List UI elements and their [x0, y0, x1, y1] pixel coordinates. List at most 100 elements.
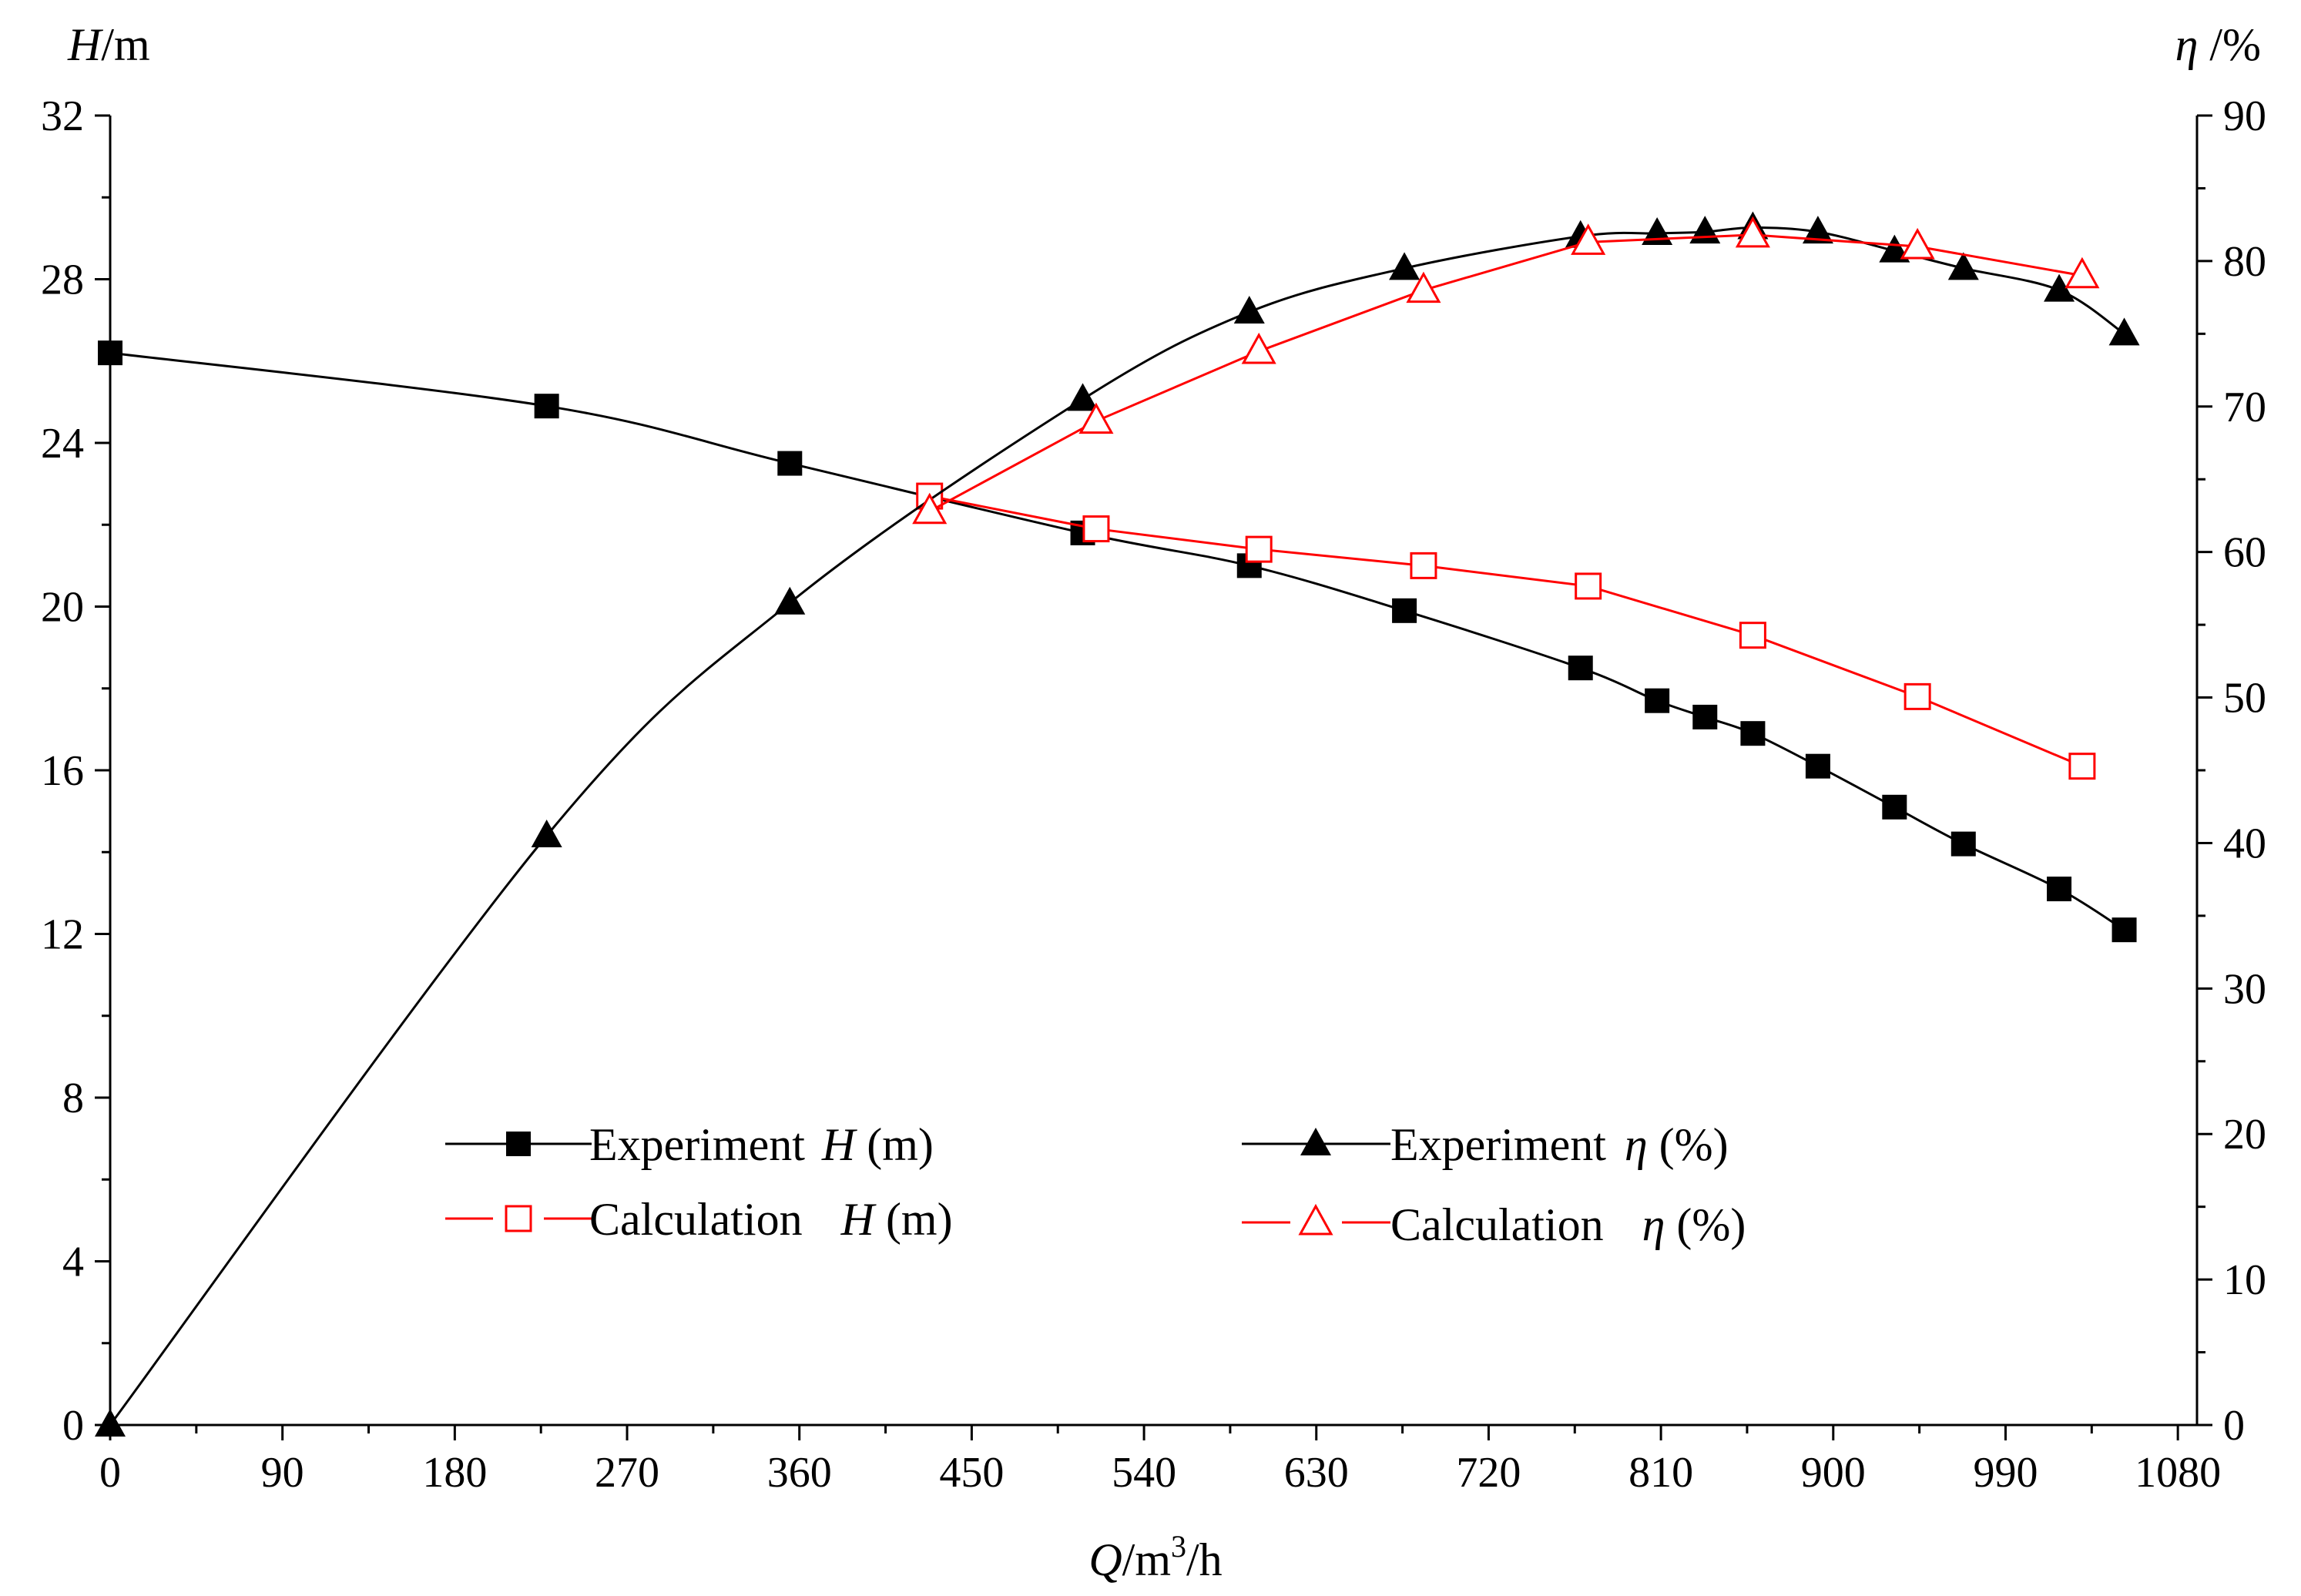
- legend: Experiment H (m) Calculation H (m) Experim…: [445, 1119, 1746, 1250]
- x-tick-label: 720: [1456, 1449, 1521, 1497]
- x-axis-title-tail: /h: [1186, 1534, 1223, 1585]
- data-point-experiment-h-m: [777, 451, 803, 476]
- y-right-tick-label: 10: [2223, 1256, 2266, 1304]
- data-point-experiment-h-m: [1392, 598, 1417, 623]
- legend-item-experiment-h: Experiment H (m): [445, 1119, 934, 1170]
- legend-label-experiment-h-var: H: [821, 1119, 858, 1170]
- y-left-tick-label: 32: [41, 92, 84, 140]
- data-point-calculation: [1406, 271, 1441, 303]
- data-point-experiment-h-m: [1692, 704, 1718, 729]
- data-point-experiment-h-m: [1805, 753, 1830, 779]
- data-point-experiment-h-m: [98, 340, 122, 366]
- legend-marker-calculation-h: [505, 1205, 532, 1232]
- legend-marker-experiment-h: [506, 1132, 531, 1156]
- series-line-experiment: [109, 226, 2125, 1426]
- series-calculation: [912, 216, 2100, 525]
- x-tick-label: 450: [939, 1449, 1004, 1497]
- legend-label-calculation-eta-var: η: [1642, 1199, 1665, 1250]
- data-point-experiment: [95, 1409, 126, 1437]
- y-left-tick-label: 8: [62, 1075, 84, 1122]
- legend-label-experiment-eta: Experiment η (%): [1390, 1119, 1729, 1170]
- series-experiment-h-m: [98, 340, 2137, 943]
- legend-label-experiment-h-main: Experiment: [589, 1119, 805, 1170]
- data-point-experiment-h-m: [534, 394, 559, 419]
- series-line-calculation-h-m: [929, 495, 2083, 768]
- data-point-experiment: [1947, 252, 1979, 280]
- series-layer: [95, 211, 2140, 1437]
- legend-label-calculation-eta-main: Calculation: [1390, 1199, 1604, 1250]
- data-point-experiment: [1389, 252, 1421, 280]
- legend-item-calculation-eta: Calculation η (%): [1242, 1199, 1746, 1250]
- data-point-experiment: [1067, 383, 1099, 411]
- legend-label-calculation-h-var: H: [840, 1194, 877, 1245]
- data-point-experiment-h-m: [1882, 794, 1907, 820]
- legend-label-calculation-h-main: Calculation: [589, 1194, 803, 1245]
- x-tick-label: 810: [1628, 1449, 1693, 1497]
- y-right-axis-title: η /%: [2175, 19, 2261, 70]
- data-point-calculation: [1241, 332, 1276, 364]
- y-right-tick-label: 90: [2223, 92, 2266, 140]
- data-point-experiment: [1802, 216, 1833, 244]
- y-left-tick-label: 28: [41, 256, 84, 304]
- legend-label-experiment-eta-unit: (%): [1648, 1119, 1729, 1170]
- x-axis-title-sup: 3: [1171, 1529, 1186, 1564]
- y-right-tick-label: 80: [2223, 238, 2266, 286]
- plot-frame: [109, 116, 2199, 1427]
- data-point-experiment: [1689, 216, 1721, 244]
- y-left-tick-label: 20: [41, 584, 84, 632]
- legend-label-experiment-h: Experiment H (m): [589, 1119, 934, 1170]
- y-left-tick-label: 16: [41, 747, 84, 795]
- y-left-axis-title-unit: /m: [101, 19, 149, 70]
- legend-label-calculation-eta-unit: (%): [1665, 1199, 1746, 1250]
- data-point-calculation: [1735, 216, 1770, 248]
- y-left-axis-title-var: H: [67, 19, 104, 70]
- data-point-calculation-h-m: [1410, 552, 1437, 579]
- data-point-experiment-h-m: [1568, 656, 1593, 681]
- y-left-tick-label: 24: [41, 420, 84, 468]
- x-tick-label: 900: [1801, 1449, 1866, 1497]
- legend-label-experiment-eta-var: η: [1625, 1119, 1648, 1170]
- x-tick-label: 180: [422, 1449, 487, 1497]
- x-tick-label: 270: [595, 1449, 659, 1497]
- x-tick-label: 90: [261, 1449, 304, 1497]
- legend-label-experiment-eta-main: Experiment: [1390, 1119, 1606, 1170]
- data-point-experiment-h-m: [1645, 688, 1670, 713]
- x-axis-ticks: 0 90 180 270 360 450 540 630 720 810 900 990 1080: [99, 1425, 2221, 1497]
- legend-label-experiment-h-unit: (m): [855, 1119, 934, 1170]
- legend-marker-experiment-eta: [1300, 1128, 1331, 1155]
- data-point-calculation: [1571, 223, 1606, 255]
- data-point-calculation-h-m: [1245, 535, 1273, 563]
- y-right-tick-label: 40: [2223, 820, 2266, 867]
- data-point-experiment-h-m: [2111, 917, 2137, 943]
- x-axis-title-unit: /m: [1122, 1534, 1171, 1585]
- data-point-calculation-h-m: [1739, 622, 1766, 649]
- data-point-experiment: [774, 586, 806, 615]
- data-point-calculation: [1900, 227, 1935, 260]
- data-point-experiment: [531, 820, 562, 847]
- y-left-axis-title: H/m: [67, 19, 150, 70]
- data-point-calculation: [2065, 256, 2100, 289]
- y-right-axis-ticks: 0 10 20 30 40 50 60 70 80 90: [2197, 92, 2266, 1450]
- data-point-experiment: [2044, 273, 2075, 302]
- data-point-calculation-h-m: [2068, 753, 2096, 780]
- x-tick-label: 630: [1284, 1449, 1349, 1497]
- series-calculation-h-m: [916, 482, 2096, 780]
- x-axis-title: Q/m3/h: [1088, 1529, 1222, 1585]
- series-experiment: [95, 211, 2140, 1437]
- data-point-experiment-h-m: [2047, 877, 2072, 902]
- data-point-calculation: [912, 492, 948, 525]
- y-left-tick-label: 0: [62, 1402, 84, 1450]
- legend-label-calculation-eta: Calculation η (%): [1390, 1199, 1746, 1250]
- x-tick-label: 0: [99, 1449, 121, 1497]
- y-left-tick-label: 4: [62, 1239, 84, 1286]
- data-point-experiment-h-m: [1950, 831, 1976, 857]
- data-point-experiment: [1233, 296, 1265, 324]
- x-tick-label: 990: [1973, 1449, 2038, 1497]
- y-left-tick-label: 12: [41, 911, 84, 959]
- x-tick-label: 1080: [2135, 1449, 2221, 1497]
- y-right-tick-label: 30: [2223, 965, 2266, 1013]
- x-tick-label: 540: [1112, 1449, 1176, 1497]
- data-point-calculation-h-m: [1575, 572, 1602, 600]
- x-tick-label: 360: [767, 1449, 832, 1497]
- legend-item-experiment-eta: Experiment η (%): [1242, 1119, 1729, 1170]
